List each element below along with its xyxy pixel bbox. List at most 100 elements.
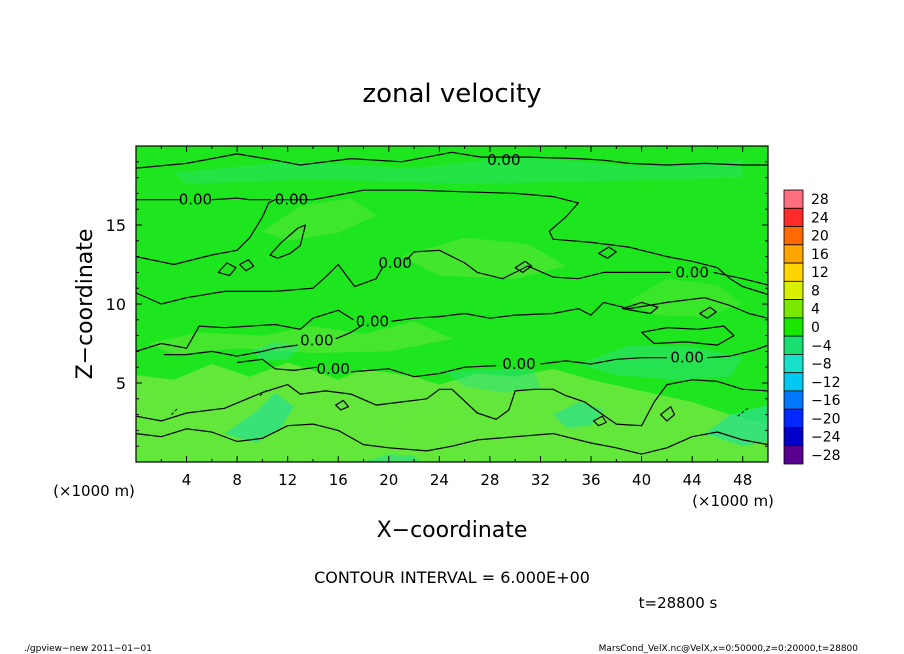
x-tick-label: 24 [430, 471, 449, 489]
contour-label: 0.00 [502, 355, 535, 373]
colorbar-cell [783, 207, 804, 228]
contour-label: 0.00 [275, 191, 308, 209]
x-tick-label: 16 [329, 471, 348, 489]
x-tick-label: 32 [531, 471, 550, 489]
x-unit-label: (×1000 m) [692, 492, 774, 510]
colorbar-cell [783, 353, 804, 374]
z-unit-label: (×1000 m) [53, 482, 135, 500]
colorbar-label: −4 [811, 338, 832, 354]
contour-line [136, 379, 768, 427]
colorbar-label: 0 [811, 320, 820, 336]
field-patch [173, 157, 743, 184]
contour-line [350, 365, 497, 378]
footer-left: ./gpview−new 2011−01−01 [24, 644, 152, 654]
x-tick-label: 12 [278, 471, 297, 489]
x-tick-label: 4 [182, 471, 192, 489]
negative-contour-line [737, 407, 749, 417]
colorbar-cell [783, 189, 804, 209]
field-patch [363, 454, 421, 462]
colorbar-cell [783, 244, 804, 264]
field-patch [401, 237, 566, 279]
chart-title: zonal velocity [362, 79, 541, 109]
field-patch [445, 368, 541, 393]
contour-label: 0.00 [316, 360, 349, 378]
colorbar-cell [783, 280, 804, 300]
colorbar-label: −24 [811, 430, 841, 446]
colorbar-label: −20 [811, 411, 841, 427]
contour-line [335, 399, 349, 411]
contour-line [211, 197, 272, 201]
contour-line [136, 309, 354, 352]
colorbar-cell [783, 335, 804, 355]
x-tick-label: 48 [733, 471, 752, 489]
x-tick-label: 44 [683, 471, 702, 489]
contour-label: 0.00 [378, 254, 411, 272]
colorbar-cell [783, 299, 804, 319]
contour-label: 0.00 [675, 263, 708, 281]
colorbar-label: −8 [811, 357, 832, 373]
colorbar-cell [783, 427, 804, 447]
contour-line [136, 189, 768, 296]
contour-line [237, 358, 317, 371]
colorbar-cell [783, 317, 804, 337]
contour-line [514, 260, 533, 273]
contour-line [540, 357, 667, 365]
contour-line [163, 344, 298, 357]
field-patch [148, 321, 452, 355]
field-patch [704, 405, 768, 447]
colorbar-label: −16 [811, 393, 841, 409]
contour-line [707, 344, 768, 359]
x-tick-label: 28 [480, 471, 499, 489]
x-tick-label: 8 [232, 471, 242, 489]
colorbar: 28 24 20 16 12 8 4 0 −4 −8 −12 −16 −20 −24 −28 [783, 189, 841, 465]
contour-line [622, 301, 659, 315]
y-tick-label: 10 [106, 295, 126, 314]
contour-interval-text: CONTOUR INTERVAL = 6.000E+00 [314, 568, 590, 587]
contour-label: 0.00 [356, 312, 389, 330]
field-patch [262, 198, 377, 241]
colorbar-label: 20 [811, 229, 829, 245]
contour-line [217, 262, 237, 277]
x-tick-label: 40 [632, 471, 651, 489]
colorbar-label: 16 [811, 247, 829, 263]
negative-contour-line [171, 407, 179, 415]
footer-right: MarsCond_VelX.nc@VelX,x=0:50000,z=0:2000… [599, 644, 859, 654]
colorbar-cell [783, 262, 804, 282]
field-patch [578, 345, 743, 380]
contour-line [660, 406, 676, 422]
colorbar-cell [783, 408, 804, 428]
contour-label: 0.00 [670, 349, 703, 367]
colorbar-label: 8 [811, 284, 820, 300]
field-patch [136, 362, 768, 462]
contour-line [598, 246, 617, 259]
contour-label: 0.00 [300, 331, 333, 349]
colorbar-label: −28 [811, 448, 841, 464]
contour-line [593, 415, 607, 427]
time-text: t=28800 s [639, 594, 718, 612]
y-tick-label: 5 [116, 374, 126, 393]
y-axis-label: Z−coordinate [73, 229, 98, 380]
contour-line [136, 151, 768, 169]
x-axis-label: X−coordinate [377, 518, 528, 543]
colorbar-cell [783, 390, 804, 410]
colorbar-label: 4 [811, 302, 820, 318]
negative-contour-line [259, 388, 268, 396]
colorbar-cell [783, 445, 804, 465]
y-tick-label: 15 [106, 216, 126, 235]
contour-line [713, 271, 768, 286]
contour-line [136, 263, 384, 305]
contour-line [335, 323, 364, 340]
contour-label: 0.00 [179, 191, 212, 209]
colorbar-label: −12 [811, 375, 841, 391]
contour-line [239, 259, 255, 272]
contour-line [136, 423, 768, 455]
colorbar-label: 24 [811, 210, 829, 226]
colorbar-cell [783, 226, 804, 246]
contour-line [699, 306, 717, 319]
colorbar-cell [783, 372, 804, 392]
x-tick-label: 36 [581, 471, 600, 489]
contour-line [391, 297, 768, 322]
contour-line [641, 325, 735, 346]
colorbar-label: 12 [811, 265, 829, 281]
contour-label: 0.00 [487, 151, 520, 169]
